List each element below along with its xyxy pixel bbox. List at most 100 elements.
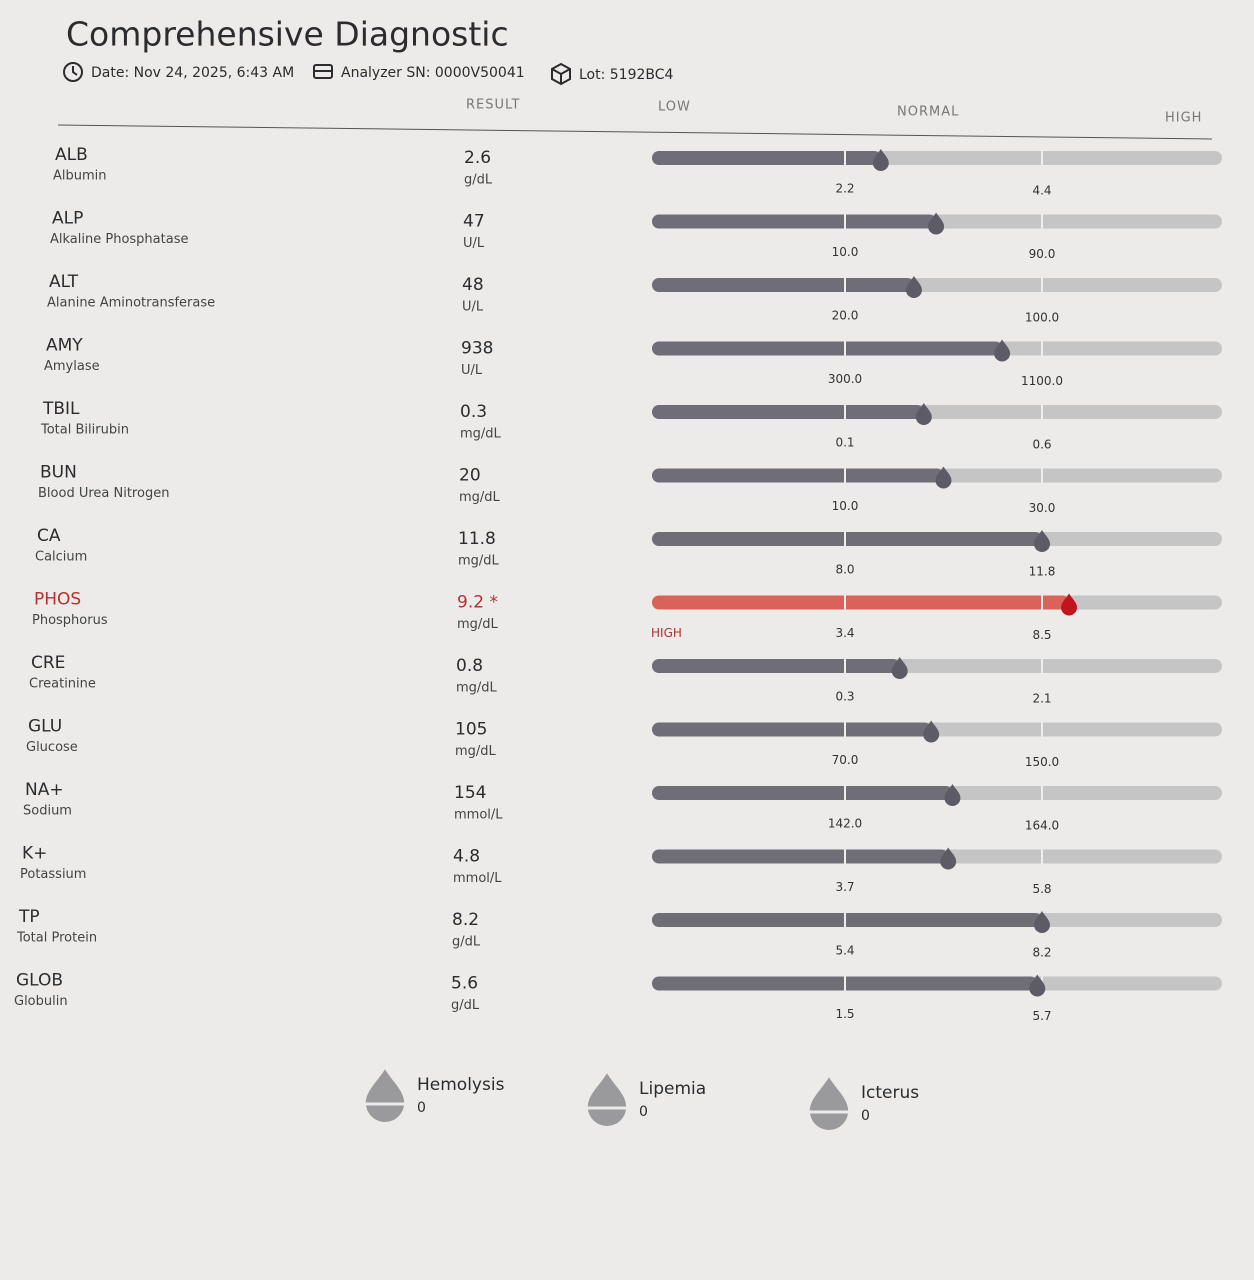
test-name: Total Bilirubin — [40, 423, 129, 438]
marker — [923, 720, 940, 743]
low-label: 70.0 — [832, 753, 859, 767]
test-code: CA — [37, 526, 61, 546]
marker — [1061, 593, 1078, 616]
unit: g/dL — [451, 998, 480, 1013]
interference-name: Hemolysis — [417, 1075, 505, 1095]
test-name: Blood Urea Nitrogen — [38, 486, 169, 501]
high-label: 4.4 — [1032, 184, 1051, 198]
bar-fill — [652, 214, 937, 229]
date: Date: Nov 24, 2025, 6:43 AM — [91, 65, 294, 81]
result: 938 — [461, 339, 493, 359]
test-name: Amylase — [44, 359, 100, 374]
high-label: 150.0 — [1025, 755, 1059, 769]
low-label: 5.4 — [835, 944, 854, 958]
interference-name: Lipemia — [639, 1079, 706, 1099]
high-label: 30.0 — [1029, 501, 1056, 515]
interference-icon — [587, 1073, 627, 1126]
low-label: 20.0 — [832, 309, 859, 323]
marker — [915, 403, 932, 425]
unit: g/dL — [452, 935, 481, 950]
col-high: HIGH — [1165, 111, 1202, 126]
marker — [994, 339, 1011, 362]
low-label: 10.0 — [832, 499, 859, 513]
low-label: 0.3 — [835, 690, 854, 704]
unit: U/L — [461, 363, 483, 378]
test-name: Sodium — [23, 804, 72, 819]
unit: mg/dL — [456, 681, 498, 696]
test-code: ALB — [55, 145, 88, 165]
test-name: Total Protein — [16, 931, 97, 946]
clock-icon — [63, 62, 83, 82]
high-label: 8.5 — [1032, 628, 1051, 642]
result: 154 — [454, 783, 486, 803]
unit: g/dL — [464, 173, 493, 188]
bar-fill — [652, 722, 932, 737]
unit: U/L — [462, 300, 484, 315]
low-label: 2.2 — [835, 182, 854, 196]
result: 20 — [459, 466, 481, 486]
test-code: K+ — [22, 844, 47, 864]
unit: mg/dL — [458, 554, 500, 569]
result: 5.6 — [451, 974, 478, 994]
marker — [935, 466, 952, 489]
result: 47 — [463, 212, 485, 232]
low-label: 3.4 — [835, 626, 854, 640]
col-result: RESULT — [466, 98, 520, 113]
test-code: NA+ — [25, 780, 64, 800]
unit: U/L — [463, 236, 485, 251]
test-code: CRE — [31, 653, 65, 673]
test-name: Calcium — [35, 550, 87, 565]
marker — [891, 657, 908, 679]
unit: mg/dL — [460, 427, 502, 442]
unit: mg/dL — [455, 744, 497, 759]
test-code: GLU — [28, 717, 62, 737]
title: Comprehensive Diagnostic — [66, 15, 509, 54]
col-normal: NORMAL — [897, 105, 959, 120]
result: 2.6 — [464, 148, 491, 168]
test-code: TP — [18, 907, 40, 927]
high-label: 5.8 — [1032, 882, 1051, 896]
bar-fill — [652, 151, 881, 165]
high-label: 164.0 — [1025, 819, 1059, 833]
marker — [1034, 911, 1050, 933]
test-name: Alanine Aminotransferase — [47, 296, 215, 311]
interference-name: Icterus — [861, 1083, 919, 1103]
lot: Lot: 5192BC4 — [579, 67, 674, 83]
bar-fill — [652, 849, 949, 864]
low-label: 1.5 — [835, 1007, 854, 1021]
test-code: TBIL — [42, 399, 80, 419]
result: 0.3 — [460, 402, 487, 422]
flag: HIGH — [651, 626, 682, 640]
test-code: BUN — [40, 463, 77, 483]
result: 48 — [462, 275, 484, 295]
col-low: LOW — [658, 100, 691, 115]
analyzer-icon — [313, 64, 333, 79]
marker — [1034, 530, 1050, 552]
test-name: Glucose — [26, 740, 78, 755]
test-name: Phosphorus — [32, 613, 108, 628]
bar-fill — [652, 341, 1003, 356]
unit: mg/dL — [459, 490, 501, 505]
high-label: 100.0 — [1025, 311, 1059, 325]
header-rule — [57, 124, 1213, 140]
bar-fill — [652, 468, 944, 483]
unit: mmol/L — [453, 871, 502, 886]
interference-value: 0 — [417, 1100, 426, 1116]
marker — [928, 212, 945, 235]
test-name: Potassium — [20, 867, 86, 882]
test-code: PHOS — [34, 590, 81, 610]
bar-fill — [652, 786, 953, 800]
low-label: 10.0 — [832, 245, 859, 259]
bar-fill — [652, 278, 914, 292]
test-name: Creatinine — [29, 677, 96, 692]
interference-icon — [809, 1077, 849, 1130]
high-label: 90.0 — [1029, 247, 1056, 261]
test-name: Globulin — [14, 994, 68, 1009]
marker — [905, 276, 922, 298]
high-label: 0.6 — [1032, 438, 1051, 452]
result: 4.8 — [453, 847, 480, 867]
high-label: 5.7 — [1032, 1009, 1051, 1023]
result: 105 — [455, 720, 487, 740]
